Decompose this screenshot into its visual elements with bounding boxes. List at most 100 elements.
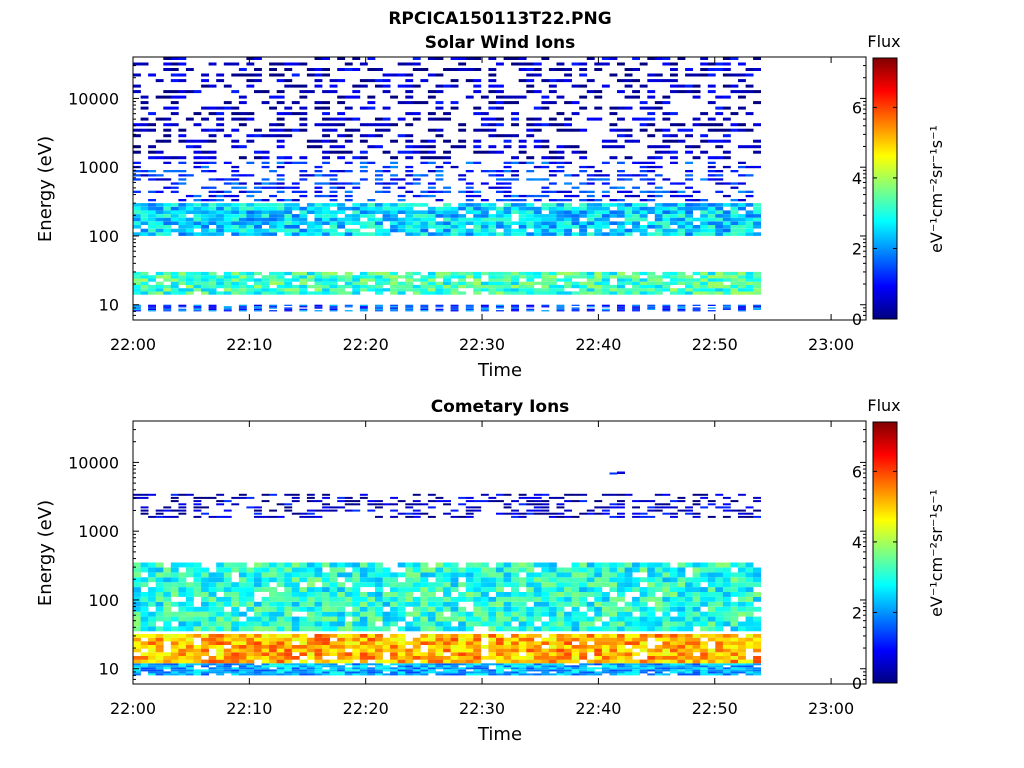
heatmap-cell [352, 567, 361, 573]
heatmap-cell [624, 659, 633, 664]
heatmap-cell [677, 582, 686, 588]
heatmap-cell [443, 203, 451, 207]
heatmap-cell [654, 587, 663, 592]
heatmap-cell [730, 217, 739, 222]
heatmap-cell [412, 582, 421, 588]
heatmap-cell [541, 562, 550, 568]
heatmap-cell [662, 606, 671, 612]
heatmap-cell [163, 611, 172, 617]
heatmap-cell [632, 562, 640, 568]
heatmap-cell [246, 271, 255, 276]
heatmap-cell [722, 182, 731, 185]
heatmap-cell [518, 275, 527, 279]
heatmap-cell [269, 562, 277, 568]
heatmap-cell [511, 210, 519, 214]
heatmap-cell [216, 199, 225, 202]
heatmap-cell [397, 667, 406, 670]
plot-frame [132, 420, 867, 685]
heatmap-cell [496, 278, 504, 282]
heatmap-cell [450, 217, 459, 222]
heatmap-cell [579, 587, 588, 592]
heatmap-cell [586, 281, 595, 285]
heatmap-cell [722, 601, 731, 607]
heatmap-cell [533, 496, 542, 499]
heatmap-cell [715, 626, 724, 632]
heatmap-cell [707, 128, 716, 132]
heatmap-cell [488, 278, 497, 282]
heatmap-cell [238, 671, 247, 674]
heatmap-cell [208, 281, 217, 285]
heatmap-cell [738, 228, 746, 233]
heatmap-cell [670, 577, 678, 583]
heatmap-cell [405, 592, 414, 597]
heatmap-cell [276, 79, 285, 83]
heatmap-cell [685, 673, 693, 676]
heatmap-cell [685, 84, 693, 88]
heatmap-cell [201, 659, 209, 664]
heatmap-cell [745, 225, 754, 229]
heatmap-cell [715, 145, 724, 149]
heatmap-cell [443, 271, 451, 276]
heatmap-cell [450, 288, 459, 292]
heatmap-cell [427, 278, 436, 282]
heatmap-cell [201, 592, 209, 597]
heatmap-cell [276, 284, 285, 289]
heatmap-cell [473, 669, 482, 672]
heatmap-cell [299, 284, 308, 289]
heatmap-cell [148, 170, 156, 173]
heatmap-cell [601, 641, 610, 645]
heatmap-cell [405, 641, 414, 645]
heatmap-cell [170, 572, 179, 578]
heatmap-cell [344, 572, 353, 578]
heatmap-cell [382, 616, 391, 622]
heatmap-cell [548, 645, 557, 649]
heatmap-cell [609, 493, 618, 496]
heatmap-cell [647, 567, 656, 573]
heatmap-cell [541, 592, 550, 597]
heatmap-cell [261, 652, 270, 656]
heatmap-cell [654, 509, 663, 512]
heatmap-cell [503, 637, 512, 642]
heatmap-cell [496, 101, 504, 105]
heatmap-cell [344, 306, 353, 308]
heatmap-cell [496, 210, 504, 214]
heatmap-cell [496, 656, 504, 660]
heatmap-cell [223, 271, 232, 276]
heatmap-cell [140, 281, 149, 285]
heatmap-cell [254, 186, 262, 189]
heatmap-cell [594, 506, 603, 509]
heatmap-cell [261, 637, 270, 642]
heatmap-cell [140, 106, 149, 110]
heatmap-cell [639, 634, 648, 638]
heatmap-cell [178, 572, 187, 578]
heatmap-cell [284, 206, 293, 211]
heatmap-cell [276, 288, 285, 292]
heatmap-cell [624, 634, 633, 638]
heatmap-cell [299, 281, 308, 285]
heatmap-cell [707, 165, 716, 169]
heatmap-cell [617, 652, 625, 656]
heatmap-cell [238, 577, 247, 583]
heatmap-cell [488, 101, 497, 105]
heatmap-cell [617, 515, 625, 518]
heatmap-cell [344, 150, 353, 154]
heatmap-cell [526, 308, 535, 310]
heatmap-cell [511, 206, 519, 211]
heatmap-cell [753, 278, 761, 282]
heatmap-cell [193, 671, 202, 674]
heatmap-cell [443, 278, 451, 282]
heatmap-cell [617, 225, 625, 229]
heatmap-cell [299, 112, 308, 116]
heatmap-cell [155, 509, 164, 512]
heatmap-cell [624, 221, 633, 225]
heatmap-cell [314, 106, 323, 110]
heatmap-cell [662, 145, 671, 149]
heatmap-cell [276, 123, 285, 127]
heatmap-cell [352, 232, 361, 236]
heatmap-cell [473, 652, 482, 656]
heatmap-cell [276, 206, 285, 211]
heatmap-cell [715, 291, 724, 295]
heatmap-cell [579, 156, 588, 160]
heatmap-cell [670, 281, 678, 285]
heatmap-cell [420, 587, 429, 592]
